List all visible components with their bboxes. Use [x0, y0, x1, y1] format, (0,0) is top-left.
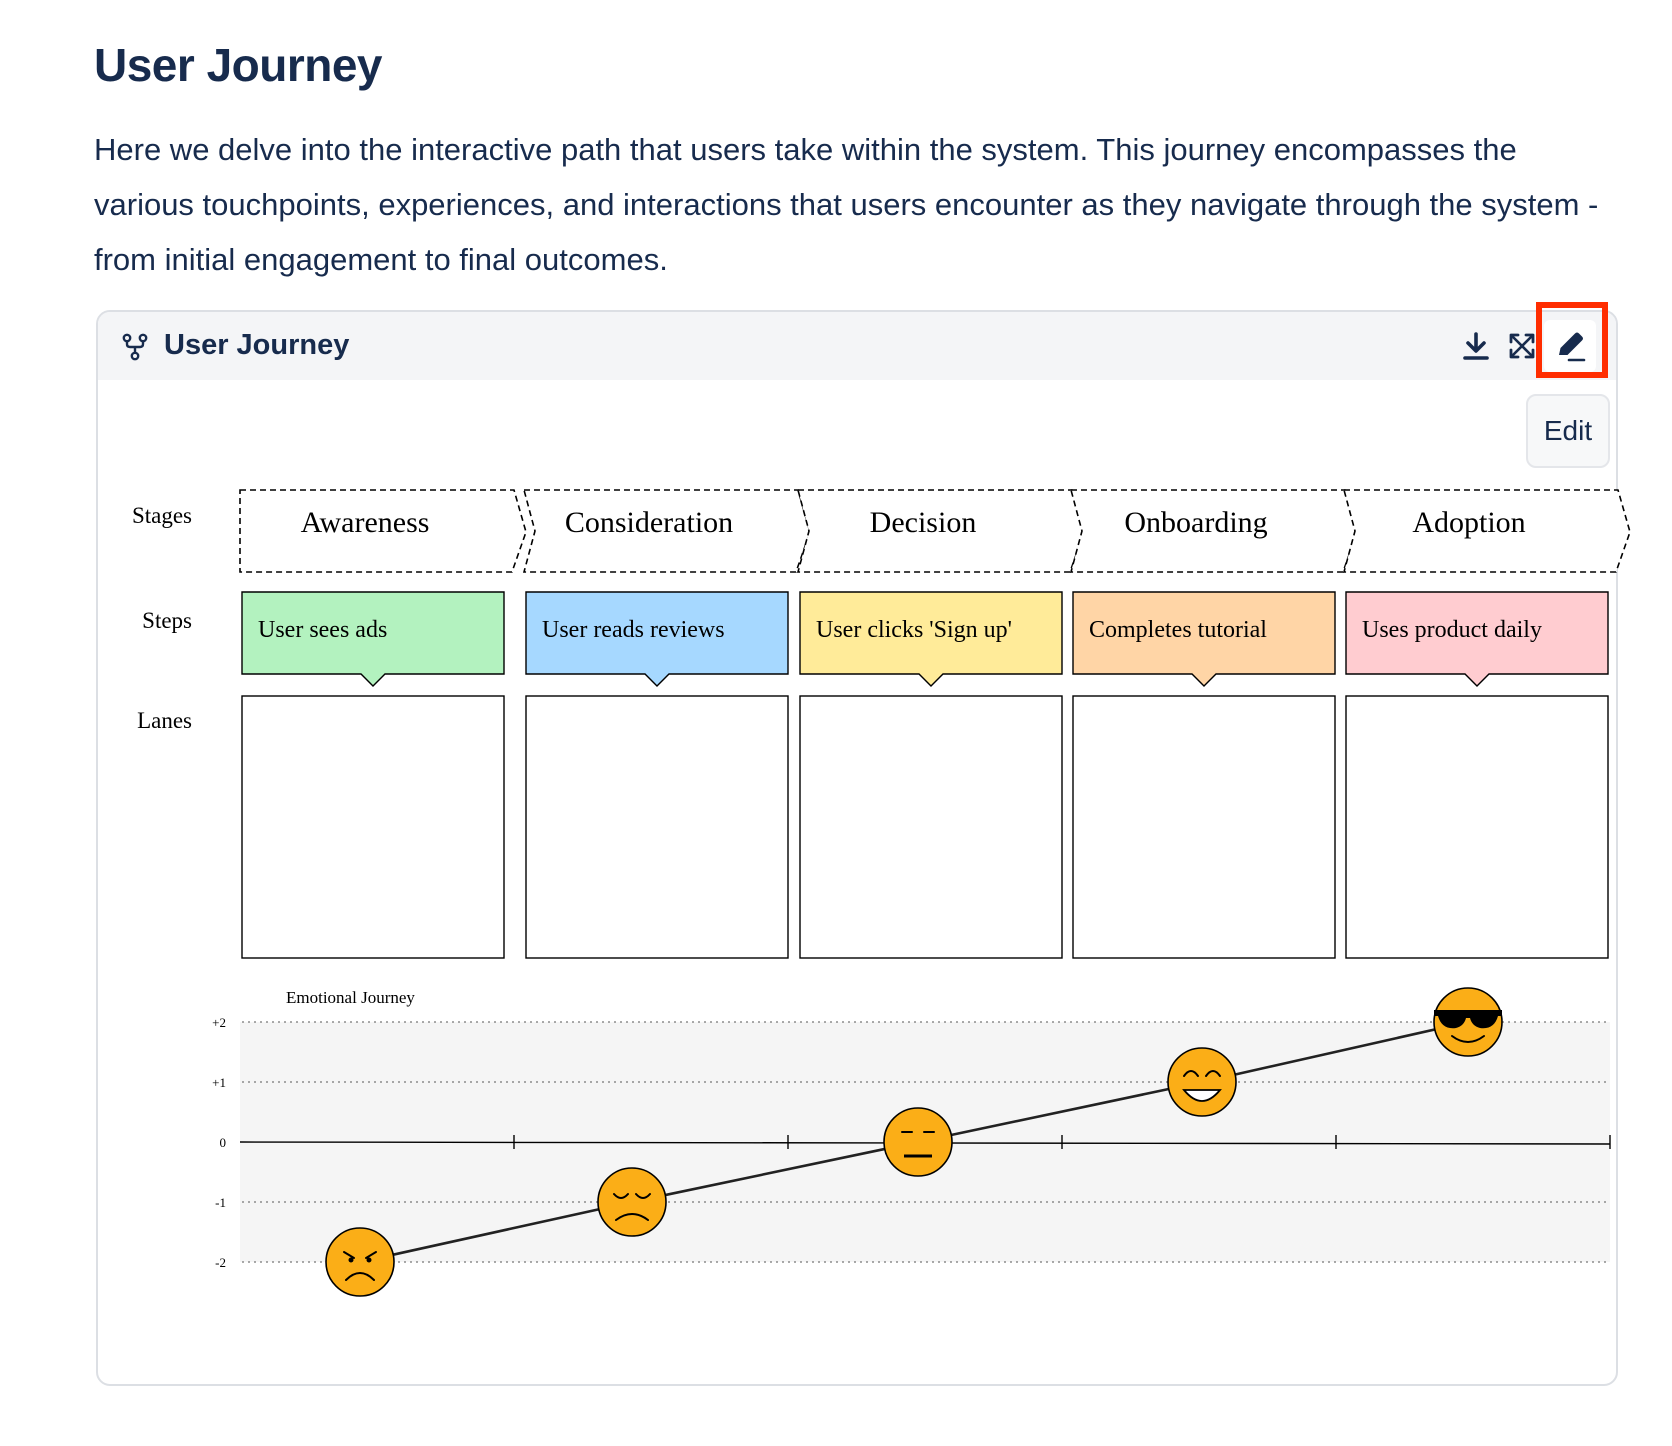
- lane-box: [799, 695, 1063, 959]
- angry-face-icon: [325, 1227, 395, 1297]
- stage-column: Decision User clicks 'Sign up': [796, 489, 1085, 959]
- stage-chevron: [1342, 489, 1631, 573]
- lanes-row-label: Lanes: [137, 708, 192, 733]
- edit-button[interactable]: [1544, 320, 1596, 372]
- pencil-icon: [1559, 332, 1586, 362]
- lane-box: [1345, 695, 1609, 959]
- download-icon: [1463, 332, 1489, 360]
- stage-column: Awareness User sees ads: [239, 489, 527, 959]
- expand-icon: [1509, 333, 1535, 359]
- step-box: [1345, 591, 1609, 687]
- stage-label: Awareness: [301, 506, 430, 539]
- step-box: [1072, 591, 1336, 687]
- panel-header: User Journey: [98, 312, 1616, 380]
- steps-row-label: Steps: [142, 608, 192, 633]
- expand-button[interactable]: [1502, 326, 1542, 366]
- stage-column: Consideration User reads reviews: [522, 489, 811, 959]
- download-button[interactable]: [1456, 326, 1496, 366]
- neutral-face-icon: [883, 1107, 953, 1177]
- intro-paragraph: Here we delve into the interactive path …: [94, 132, 1599, 277]
- diagram-icon: [122, 333, 148, 361]
- step-label: Completes tutorial: [1089, 617, 1267, 643]
- stage-label: Consideration: [565, 506, 733, 539]
- stage-label: Onboarding: [1124, 506, 1267, 539]
- stage-chevron: [239, 489, 527, 573]
- y-tick-label: 0: [220, 1135, 227, 1150]
- page-title: User Journey: [94, 39, 383, 91]
- lane-box: [525, 695, 789, 959]
- step-box: [241, 591, 505, 687]
- step-label: User reads reviews: [542, 617, 725, 643]
- stage-column: Adoption Uses product daily: [1342, 489, 1631, 959]
- y-tick-label: -1: [215, 1195, 226, 1210]
- step-label: Uses product daily: [1362, 617, 1542, 643]
- stage-label: Decision: [870, 506, 977, 539]
- stages-row-label: Stages: [132, 503, 192, 528]
- y-tick-label: +1: [212, 1075, 226, 1090]
- stage-label: Adoption: [1412, 506, 1525, 539]
- panel-title: User Journey: [164, 329, 350, 361]
- y-tick-label: -2: [215, 1255, 226, 1270]
- chart-title: Emotional Journey: [286, 988, 415, 1007]
- cool-face-icon: [1433, 987, 1503, 1057]
- sad-face-icon: [597, 1167, 667, 1237]
- stage-column: Onboarding Completes tutorial: [1069, 489, 1358, 959]
- edit-tooltip: Edit: [1526, 394, 1610, 468]
- step-label: User clicks 'Sign up': [816, 617, 1012, 643]
- y-tick-label: +2: [212, 1015, 226, 1030]
- lane-box: [241, 695, 505, 959]
- step-box: [525, 591, 789, 687]
- step-box: [799, 591, 1063, 687]
- step-label: User sees ads: [258, 617, 387, 643]
- lane-box: [1072, 695, 1336, 959]
- happy-face-icon: [1167, 1047, 1237, 1117]
